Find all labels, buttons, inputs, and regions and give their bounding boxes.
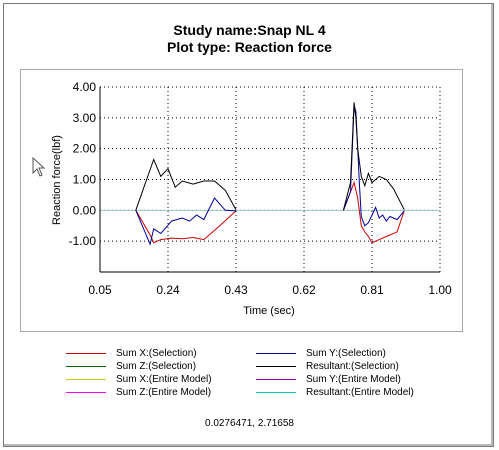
series-line — [342, 102, 405, 211]
y-tick-label: 3.00 — [73, 111, 97, 125]
series-line — [342, 105, 405, 227]
grid — [99, 86, 441, 273]
plot-area-frame — [20, 69, 463, 332]
x-tick-label: 0.05 — [88, 283, 112, 297]
axes — [99, 87, 440, 273]
y-tick-label: 1.00 — [73, 173, 97, 187]
y-tick-label: 4.00 — [73, 80, 97, 94]
series-lines — [135, 102, 405, 246]
x-tick-label: 0.62 — [292, 283, 316, 297]
series-line — [342, 180, 405, 244]
series-line — [135, 158, 237, 211]
y-axis-label: Reaction force(lbf) — [51, 135, 63, 225]
chart-subtitle: Plot type: Reaction force — [167, 39, 332, 55]
coordinate-readout: 0.0276471, 2.71658 — [205, 418, 294, 429]
y-tick-label: 2.00 — [73, 142, 97, 156]
chart-window — [3, 3, 494, 447]
series-line — [135, 197, 237, 246]
series-line — [135, 210, 237, 244]
chart-title: Study name:Snap NL 4 — [173, 22, 326, 38]
y-tick-label: 0.00 — [73, 203, 97, 217]
tick-labels: 0.05 0.24 0.43 0.62 0.81 1.00 4.00 3.00 2.00 1.00… — [69, 80, 452, 297]
x-tick-label: 1.00 — [428, 283, 452, 297]
x-axis-label: Time (sec) — [243, 305, 295, 317]
y-tick-label: -1.00 — [69, 234, 97, 248]
mouse-pointer-icon — [32, 157, 46, 177]
x-tick-label: 0.81 — [360, 283, 384, 297]
x-tick-label: 0.43 — [224, 283, 248, 297]
x-tick-label: 0.24 — [156, 283, 180, 297]
